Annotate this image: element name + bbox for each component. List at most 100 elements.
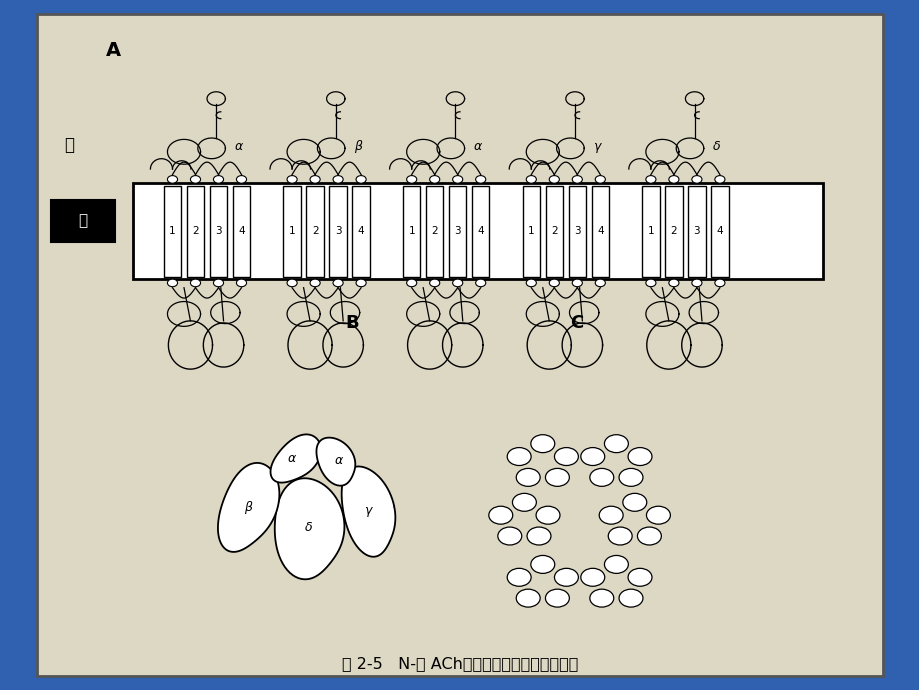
Text: 2: 2 — [192, 226, 199, 236]
Circle shape — [618, 589, 642, 607]
Circle shape — [333, 176, 343, 184]
Circle shape — [512, 493, 536, 511]
Text: 3: 3 — [573, 226, 580, 236]
Text: 3: 3 — [693, 226, 699, 236]
Text: A: A — [106, 41, 120, 61]
Bar — [545, 186, 562, 277]
Circle shape — [628, 569, 652, 586]
Circle shape — [714, 176, 724, 184]
Circle shape — [310, 279, 320, 287]
Circle shape — [530, 435, 554, 453]
Circle shape — [190, 279, 200, 287]
Circle shape — [714, 279, 724, 287]
Circle shape — [167, 176, 177, 184]
Text: 1: 1 — [408, 226, 414, 236]
Circle shape — [406, 279, 416, 287]
Text: δ: δ — [712, 141, 720, 153]
Text: B: B — [345, 314, 358, 332]
Circle shape — [554, 448, 578, 466]
Bar — [591, 186, 608, 277]
Circle shape — [516, 469, 539, 486]
Circle shape — [497, 527, 521, 545]
Text: 4: 4 — [716, 226, 722, 236]
Polygon shape — [341, 466, 395, 557]
Text: γ: γ — [364, 504, 371, 517]
Polygon shape — [270, 435, 321, 482]
FancyBboxPatch shape — [37, 14, 882, 676]
Circle shape — [310, 176, 320, 184]
Circle shape — [645, 279, 655, 287]
Circle shape — [287, 176, 297, 184]
Bar — [425, 186, 443, 277]
Circle shape — [580, 448, 604, 466]
Polygon shape — [275, 478, 344, 580]
Bar — [283, 186, 301, 277]
Circle shape — [589, 589, 613, 607]
Bar — [471, 186, 489, 277]
Circle shape — [356, 176, 366, 184]
Circle shape — [604, 555, 628, 573]
Text: 4: 4 — [357, 226, 364, 236]
Circle shape — [545, 589, 569, 607]
Circle shape — [475, 279, 485, 287]
Circle shape — [526, 279, 536, 287]
Text: 1: 1 — [169, 226, 176, 236]
Text: 内: 内 — [64, 226, 74, 244]
Bar — [329, 186, 346, 277]
Text: 4: 4 — [477, 226, 483, 236]
Bar — [164, 186, 181, 277]
Bar — [568, 186, 585, 277]
Circle shape — [526, 176, 536, 184]
Circle shape — [190, 176, 200, 184]
Bar — [51, 200, 115, 242]
Circle shape — [287, 279, 297, 287]
Circle shape — [213, 176, 223, 184]
Circle shape — [595, 279, 605, 287]
Text: 1: 1 — [647, 226, 653, 236]
Bar — [403, 186, 420, 277]
Circle shape — [628, 448, 652, 466]
Circle shape — [691, 176, 701, 184]
Circle shape — [691, 279, 701, 287]
Circle shape — [545, 469, 569, 486]
Circle shape — [572, 279, 582, 287]
Circle shape — [645, 176, 655, 184]
Bar — [448, 186, 466, 277]
Circle shape — [530, 555, 554, 573]
Text: 1: 1 — [528, 226, 534, 236]
Text: β: β — [354, 141, 362, 153]
Text: 图 2-5   N-型 ACh门控通道的分子结构示意图: 图 2-5 N-型 ACh门控通道的分子结构示意图 — [342, 656, 577, 671]
Bar — [641, 186, 659, 277]
Circle shape — [167, 279, 177, 287]
Text: 2: 2 — [670, 226, 676, 236]
Circle shape — [213, 279, 223, 287]
Text: 3: 3 — [215, 226, 221, 236]
Circle shape — [429, 279, 439, 287]
Text: 4: 4 — [238, 226, 244, 236]
Circle shape — [646, 506, 670, 524]
Circle shape — [452, 176, 462, 184]
Circle shape — [536, 506, 560, 524]
Text: 2: 2 — [312, 226, 318, 236]
Circle shape — [668, 176, 678, 184]
Circle shape — [580, 569, 604, 586]
Circle shape — [549, 176, 559, 184]
Text: 3: 3 — [454, 226, 460, 236]
Circle shape — [572, 176, 582, 184]
Circle shape — [506, 569, 530, 586]
Circle shape — [668, 279, 678, 287]
Text: β: β — [244, 501, 252, 513]
Text: α: α — [335, 455, 342, 467]
Text: 膜: 膜 — [78, 213, 87, 228]
Bar — [664, 186, 682, 277]
Circle shape — [527, 527, 550, 545]
Text: α: α — [473, 141, 482, 153]
Text: C: C — [570, 314, 583, 332]
Bar — [306, 186, 323, 277]
Bar — [187, 186, 204, 277]
Circle shape — [549, 279, 559, 287]
Circle shape — [333, 279, 343, 287]
Text: 2: 2 — [550, 226, 557, 236]
Bar — [687, 186, 705, 277]
Circle shape — [488, 506, 512, 524]
